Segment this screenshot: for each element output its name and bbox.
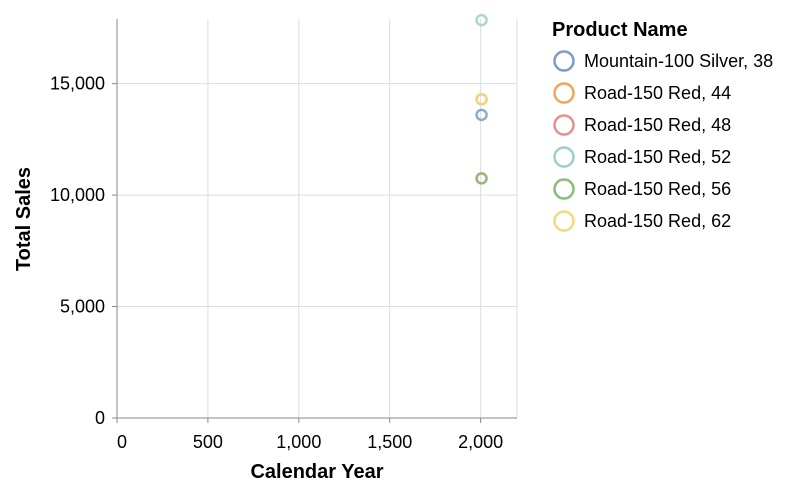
data-point	[475, 172, 488, 185]
legend: Product Name Mountain-100 Silver, 38 Road…	[552, 19, 773, 232]
x-tick-label: 500	[193, 432, 223, 452]
legend-label: Road-150 Red, 56	[584, 179, 731, 199]
legend-symbol	[553, 82, 575, 104]
legend-items: Mountain-100 Silver, 38 Road-150 Red, 44 R…	[553, 50, 773, 232]
y-tick-label: 15,000	[50, 74, 105, 94]
legend-label: Road-150 Red, 44	[584, 83, 731, 103]
legend-title: Product Name	[552, 19, 688, 41]
x-tick-label: 1,000	[276, 432, 321, 452]
legend-label: Road-150 Red, 48	[584, 115, 731, 135]
legend-symbol	[553, 114, 575, 136]
grid	[116, 19, 518, 419]
axes: 0 500 1,000 1,500 2,000 0 5,000 10,000 15,000	[50, 19, 517, 452]
x-tick-label: 0	[117, 432, 127, 452]
y-axis-title: Total Sales	[13, 167, 35, 271]
legend-symbol	[553, 178, 575, 200]
data-points	[475, 13, 488, 185]
legend-symbol	[553, 146, 575, 168]
y-tick-label: 0	[95, 408, 105, 428]
data-point	[475, 92, 488, 106]
legend-label: Road-150 Red, 52	[584, 147, 731, 167]
legend-label: Mountain-100 Silver, 38	[584, 51, 773, 71]
y-tick-label: 10,000	[50, 185, 105, 205]
legend-symbol	[553, 50, 575, 72]
legend-label: Road-150 Red, 62	[584, 211, 731, 231]
x-tick-label: 1,500	[367, 432, 412, 452]
y-tick-label: 5,000	[60, 297, 105, 317]
x-tick-label: 2,000	[458, 432, 503, 452]
data-point	[475, 108, 488, 122]
x-axis-title: Calendar Year	[250, 461, 383, 483]
legend-symbol	[553, 210, 575, 232]
data-point	[475, 13, 488, 27]
